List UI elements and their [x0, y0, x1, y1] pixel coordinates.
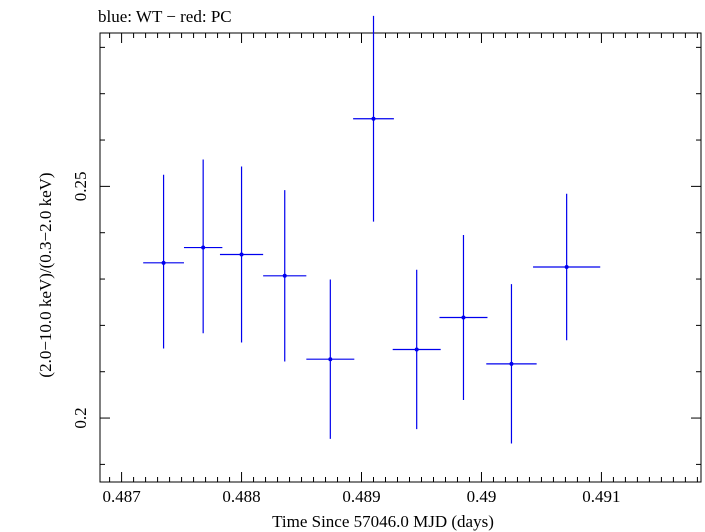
x-axis-label: Time Since 57046.0 MJD (days)	[272, 512, 494, 531]
axis-ticks: 0.487 0.488 0.489 0.49 0.491 0.2 0.25	[71, 33, 701, 506]
x-tick-label: 0.488	[222, 487, 260, 506]
x-tick-label: 0.489	[342, 487, 380, 506]
data-point	[564, 264, 569, 269]
data-point	[328, 357, 333, 362]
data-series	[143, 15, 601, 444]
data-point	[282, 273, 287, 278]
chart-title: blue: WT − red: PC	[98, 7, 232, 26]
data-point	[414, 347, 419, 352]
data-point	[509, 361, 514, 366]
data-point	[239, 252, 244, 257]
x-tick-label: 0.487	[102, 487, 141, 506]
x-tick-label: 0.49	[467, 487, 497, 506]
data-point	[201, 245, 206, 250]
data-point	[161, 260, 166, 265]
data-point	[371, 116, 376, 121]
x-tick-label: 0.491	[582, 487, 620, 506]
plot-frame	[99, 32, 702, 483]
y-tick-label: 0.25	[71, 171, 90, 201]
y-axis-label: (2.0−10.0 keV)/(0.3−2.0 keV)	[36, 172, 55, 377]
y-tick-label: 0.2	[71, 407, 90, 428]
data-point	[461, 315, 466, 320]
